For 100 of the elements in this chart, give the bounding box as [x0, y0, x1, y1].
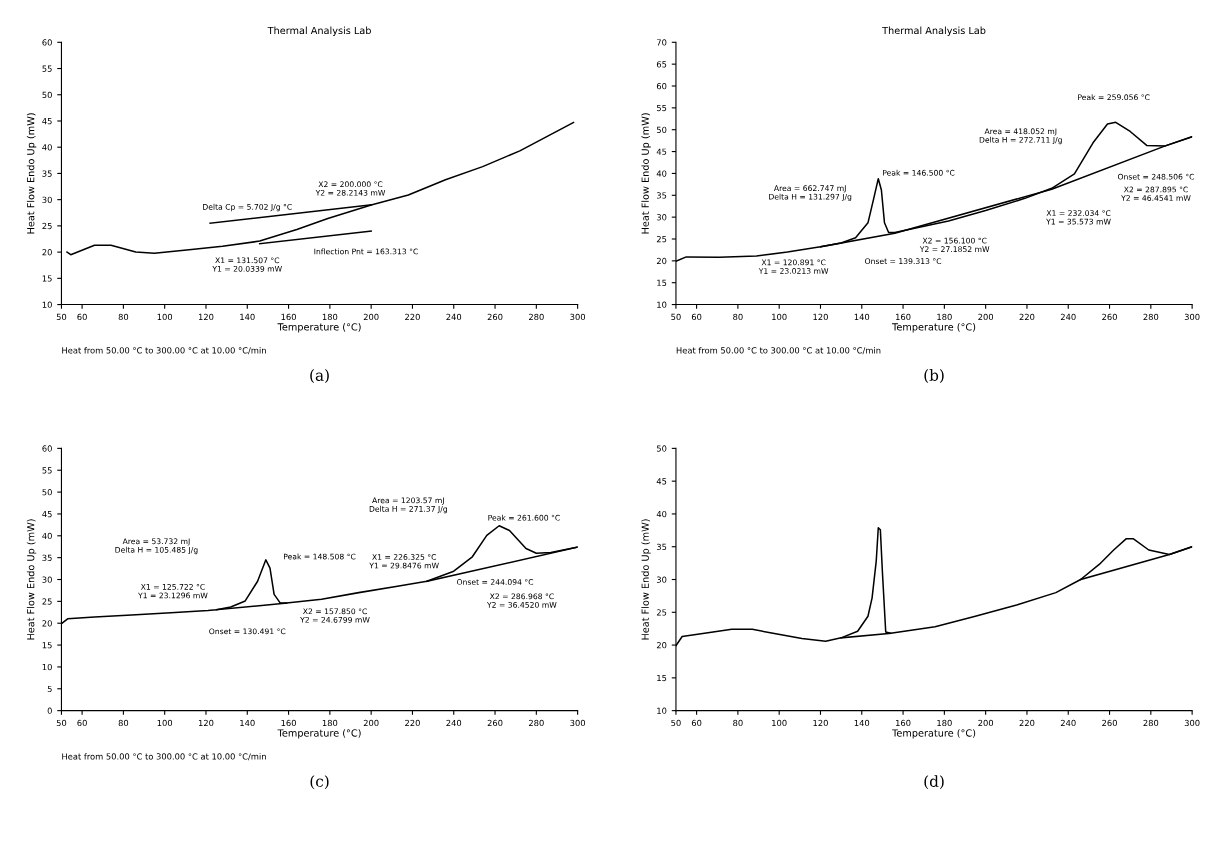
y-tick-label: 45: [42, 511, 52, 518]
y-tick-label: 15: [42, 275, 52, 282]
y-tick-label: 60: [42, 39, 52, 46]
y-tick-label: 50: [656, 445, 667, 452]
x-tick-label: 80: [733, 313, 743, 321]
y-tick-label: 30: [42, 576, 52, 583]
x-tick-label: 240: [446, 719, 462, 727]
x-tick-label: 200: [363, 313, 379, 321]
x-tick-label: 60: [77, 313, 87, 321]
x-tick-label: 280: [528, 313, 544, 321]
x-tick-label: 300: [570, 313, 586, 321]
x-axis-title: Temperature (°C): [277, 729, 361, 739]
x-tick-label: 120: [198, 313, 214, 321]
y-axis-title: Heat Flow Endo Up (mW): [26, 113, 37, 234]
x-tick-label: 60: [691, 719, 702, 727]
x-tick-label: 140: [240, 719, 255, 727]
text: (c): [310, 775, 329, 790]
y-axis-title: Heat Flow Endo Up (mW): [641, 113, 651, 234]
y-tick-label: 55: [42, 65, 52, 72]
text: (a): [310, 369, 329, 384]
y-tick-label: 30: [42, 196, 52, 203]
text: Heat from 50.00 °C to 300.00 °C at 10.00 °C/min: [62, 753, 266, 761]
x-tick-label: 140: [240, 313, 255, 321]
x-tick-label: 260: [1102, 313, 1117, 321]
x-tick-label: 280: [1143, 313, 1159, 321]
y-tick-label: 15: [657, 674, 667, 682]
y-tick-label: 25: [656, 609, 667, 616]
x-tick-label: 160: [281, 313, 296, 321]
x-axis-title: Temperature (°C): [277, 323, 361, 333]
y-tick-label: 30: [656, 214, 667, 221]
x-tick-label: 160: [896, 313, 911, 321]
text: (b): [924, 369, 944, 384]
x-tick-label: 50: [56, 719, 67, 727]
y-tick-label: 25: [42, 598, 52, 605]
y-tick-label: 50: [656, 126, 667, 133]
y-tick-label: 40: [42, 144, 52, 151]
x-tick-label: 160: [281, 719, 296, 727]
x-tick-label: 60: [77, 719, 87, 727]
x-tick-label: 260: [487, 313, 503, 321]
y-tick-label: 40: [42, 532, 52, 540]
y-tick-label: 35: [42, 554, 52, 561]
y-axis-title: Heat Flow Endo Up (mW): [26, 519, 37, 640]
y-tick-label: 45: [656, 148, 667, 155]
x-tick-label: 180: [937, 719, 952, 727]
x-tick-label: 50: [671, 313, 681, 321]
x-tick-label: 80: [733, 719, 743, 727]
y-tick-label: 20: [42, 249, 52, 256]
x-axis-title: Temperature (°C): [892, 323, 976, 333]
y-tick-label: 20: [656, 257, 667, 265]
y-tick-label: 20: [656, 642, 667, 649]
text: Heat from 50.00 °C to 300.00 °C at 10.00 °C/min: [62, 347, 266, 355]
x-tick-label: 100: [772, 313, 787, 321]
x-tick-label: 120: [813, 719, 828, 727]
x-tick-label: 180: [322, 313, 338, 321]
x-tick-label: 300: [1184, 313, 1200, 321]
chart-title: Thermal Analysis Lab: [882, 26, 986, 36]
text: (d): [924, 775, 944, 790]
x-tick-label: 220: [1019, 313, 1035, 321]
x-tick-label: 200: [978, 719, 994, 727]
y-tick-label: 50: [42, 91, 52, 99]
y-tick-label: 35: [42, 170, 52, 177]
y-tick-label: 50: [42, 489, 52, 496]
y-tick-label: 10: [657, 301, 667, 308]
y-tick-label: 55: [656, 104, 667, 112]
x-tick-label: 280: [1143, 719, 1159, 727]
y-tick-label: 25: [42, 222, 52, 230]
y-tick-label: 55: [42, 467, 52, 474]
x-tick-label: 200: [978, 313, 994, 321]
y-tick-label: 40: [656, 170, 667, 177]
x-tick-label: 160: [896, 719, 911, 727]
y-tick-label: 0: [47, 707, 52, 714]
x-tick-label: 260: [487, 719, 503, 727]
text: Heat from 50.00 °C to 300.00 °C at 10.00 °C/min: [676, 347, 881, 355]
y-tick-label: 70: [657, 39, 667, 46]
x-tick-label: 50: [671, 719, 681, 727]
y-tick-label: 10: [657, 707, 667, 714]
y-tick-label: 5: [47, 685, 52, 693]
x-tick-label: 180: [322, 719, 338, 727]
y-tick-label: 10: [42, 663, 52, 671]
x-tick-label: 120: [813, 313, 828, 321]
x-tick-label: 80: [118, 313, 129, 321]
chart-title: Thermal Analysis Lab: [267, 26, 371, 36]
y-axis-title: Heat Flow Endo Up (mW): [641, 519, 651, 640]
x-tick-label: 100: [157, 719, 173, 727]
x-tick-label: 220: [405, 313, 420, 321]
y-tick-label: 45: [42, 118, 52, 125]
x-tick-label: 200: [363, 719, 379, 727]
y-tick-label: 25: [656, 235, 667, 243]
x-tick-label: 300: [1184, 719, 1200, 727]
x-tick-label: 300: [570, 719, 586, 727]
x-tick-label: 220: [1019, 719, 1035, 727]
x-tick-label: 140: [854, 313, 870, 321]
x-tick-label: 140: [854, 719, 870, 727]
y-tick-label: 40: [656, 510, 667, 518]
y-tick-label: 30: [656, 576, 667, 583]
y-tick-label: 35: [656, 192, 667, 199]
x-tick-label: 240: [1060, 313, 1076, 321]
x-tick-label: 50: [56, 313, 67, 321]
x-axis-title: Temperature (°C): [892, 729, 976, 739]
y-tick-label: 65: [656, 61, 667, 68]
